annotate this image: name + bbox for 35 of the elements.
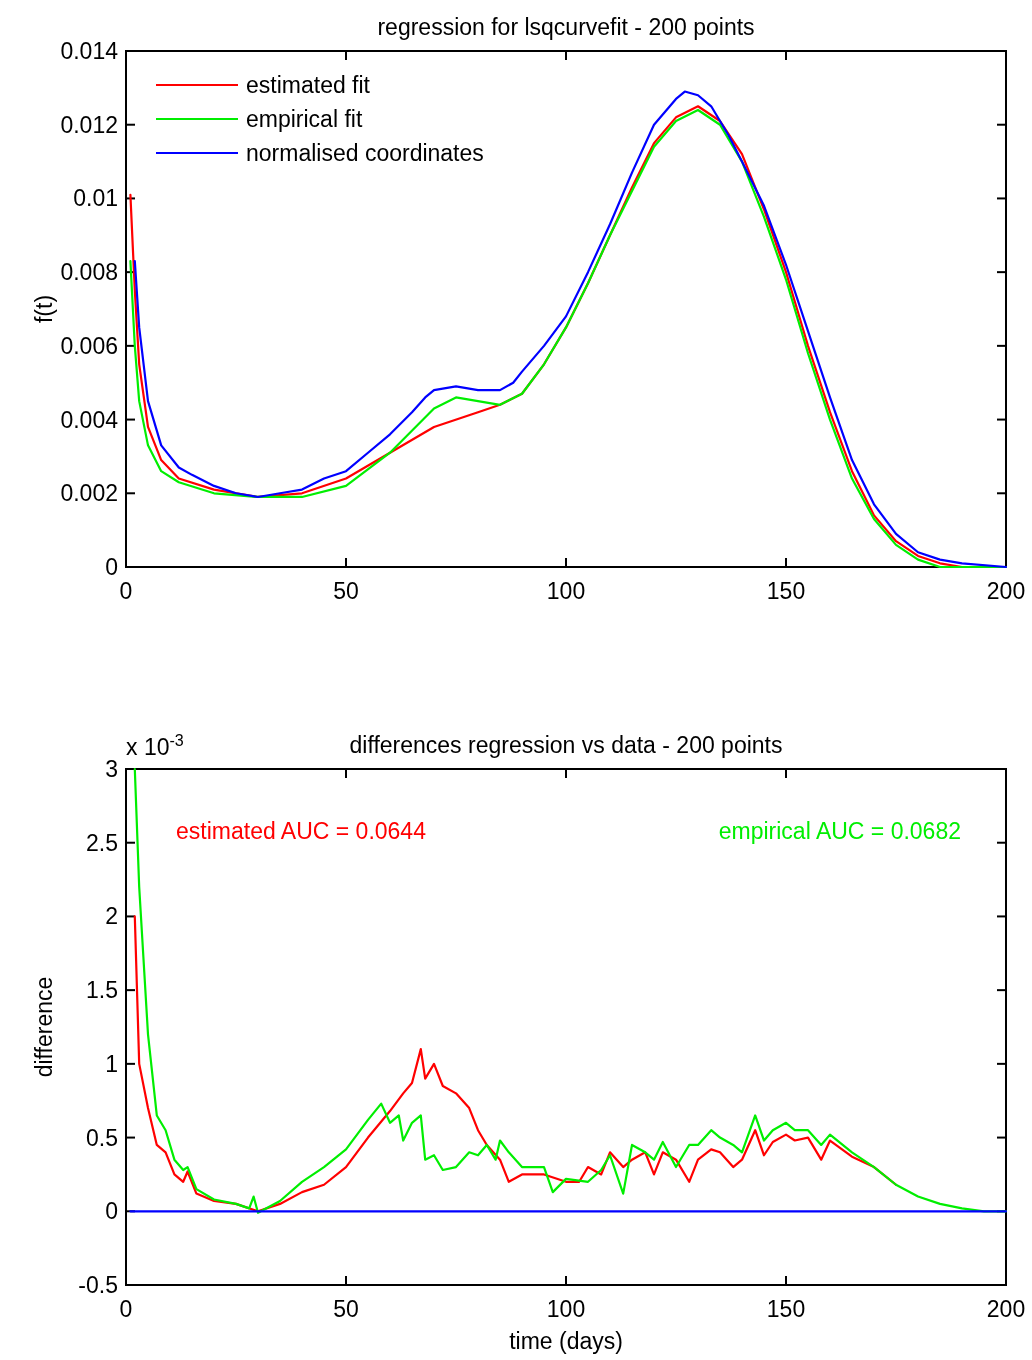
y-tick-label: 0.004 (60, 406, 119, 433)
y-tick-label: 0 (105, 1198, 118, 1225)
y-tick-label: 0.014 (60, 38, 119, 64)
x-tick-label: 100 (546, 578, 586, 604)
legend-label: estimated fit (246, 72, 371, 98)
y-tick-label: 0.002 (60, 480, 118, 507)
x-tick-label: 50 (333, 1296, 359, 1322)
text: x 10$^{-3}$ (126, 731, 184, 760)
x-axis-title: time (days) (509, 1328, 623, 1354)
chart-title: differences regression vs data - 200 points (349, 732, 783, 758)
annotation: estimated AUC = 0.0644 (176, 818, 427, 844)
y-tick-label: 2.5 (86, 829, 118, 856)
x-tick-label: 100 (546, 1296, 586, 1322)
y-tick-label: 0 (105, 554, 118, 580)
annotation: empirical AUC = 0.0682 (718, 818, 961, 844)
legend-label: empirical fit (246, 106, 363, 132)
x-tick-label: 150 (766, 1296, 806, 1322)
x-tick-label: 50 (333, 578, 359, 604)
x-tick-label: 150 (766, 578, 806, 604)
y-tick-label: 0.012 (60, 111, 118, 138)
y-tick-label: 0.006 (60, 332, 118, 359)
y-axis-title: difference (31, 976, 57, 1078)
y-tick-label: 0.01 (73, 185, 118, 212)
y-tick-label: 0.008 (60, 259, 118, 286)
legend-label: normalised coordinates (246, 140, 484, 166)
chart-title: regression for lsqcurvefit - 200 points (377, 14, 755, 40)
y-tick-label: 2 (105, 903, 118, 930)
y-axis-title: f(t) (31, 294, 57, 324)
y-tick-label: 0.5 (86, 1124, 118, 1151)
y-tick-label: 1.5 (86, 977, 118, 1004)
y-tick-label: 3 (105, 756, 118, 782)
x-tick-label: 200 (986, 1296, 1026, 1322)
y-tick-label: 1 (105, 1050, 118, 1077)
y-tick-label: -0.5 (78, 1272, 118, 1298)
x-tick-label: 200 (986, 578, 1026, 604)
